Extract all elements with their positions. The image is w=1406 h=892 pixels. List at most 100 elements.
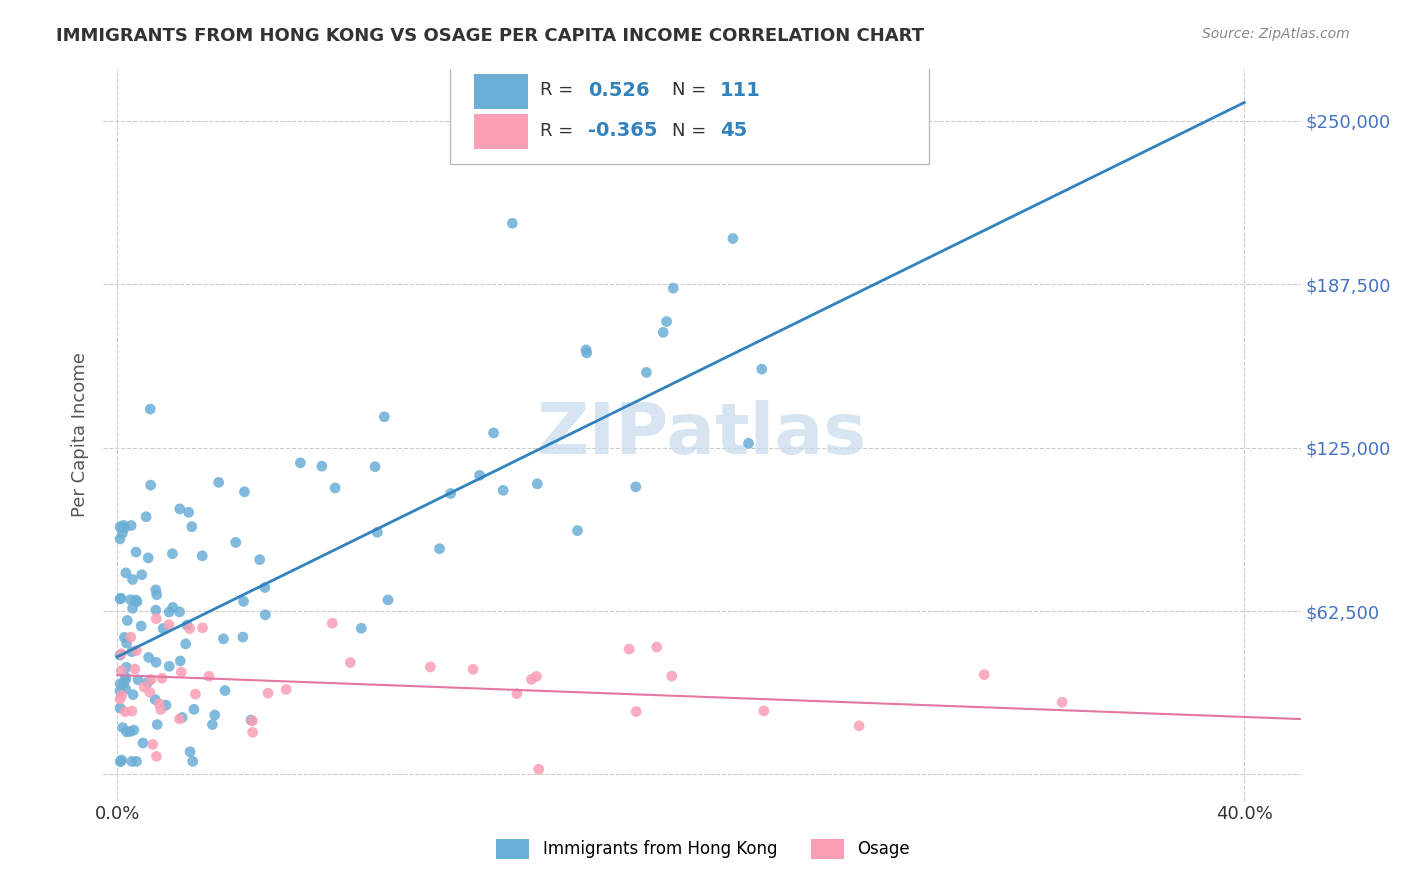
Point [114, 673, 136, 687]
Point [257, 686, 280, 700]
Point [120, 518, 142, 533]
Point [232, 594, 254, 608]
Point [652, 326, 675, 340]
Point [208, 475, 231, 490]
Point [526, 669, 548, 683]
Point [136, 550, 159, 565]
Point [142, 738, 165, 752]
Point [138, 650, 160, 665]
Point [129, 619, 152, 633]
Legend: , : , [526, 92, 591, 152]
Point [125, 755, 148, 769]
Point [112, 631, 135, 645]
Point [125, 593, 148, 607]
Point [339, 656, 361, 670]
Point [661, 669, 683, 683]
Point [501, 216, 523, 230]
Point [973, 667, 995, 681]
Point [1050, 695, 1073, 709]
Point [191, 549, 214, 563]
Point [110, 755, 132, 769]
Point [127, 673, 149, 687]
Point [183, 702, 205, 716]
Point [121, 645, 143, 659]
Point [177, 505, 200, 519]
Point [155, 698, 177, 713]
Point [150, 671, 173, 685]
Point [108, 592, 131, 607]
Point [492, 483, 515, 498]
Point [482, 425, 505, 440]
Point [617, 642, 640, 657]
Text: N =: N = [672, 81, 711, 100]
Y-axis label: Per Capita Income: Per Capita Income [72, 352, 89, 517]
Bar [474, 74, 529, 109]
Point [139, 402, 162, 417]
Point [575, 346, 598, 360]
Point [429, 541, 451, 556]
Point [139, 478, 162, 492]
Point [108, 692, 131, 706]
Point [526, 476, 548, 491]
Point [440, 486, 463, 500]
Point [212, 632, 235, 646]
Point [751, 362, 773, 376]
Point [108, 701, 131, 715]
Point [214, 683, 236, 698]
Point [169, 654, 191, 668]
Point [121, 755, 143, 769]
Point [110, 664, 132, 678]
Text: 111: 111 [720, 81, 761, 100]
Point [108, 532, 131, 546]
Point [567, 524, 589, 538]
Point [146, 717, 169, 731]
Point [120, 592, 142, 607]
Point [121, 704, 143, 718]
Point [290, 456, 312, 470]
Point [172, 710, 194, 724]
Point [520, 673, 543, 687]
Point [169, 605, 191, 619]
Point [377, 593, 399, 607]
Point [752, 704, 775, 718]
Point [527, 762, 550, 776]
Point [321, 616, 343, 631]
Point [253, 581, 276, 595]
Point [125, 643, 148, 657]
Point [118, 724, 141, 739]
Point [145, 655, 167, 669]
Point [225, 535, 247, 549]
Point [721, 231, 744, 245]
Point [364, 459, 387, 474]
Text: R =: R = [540, 81, 579, 100]
Point [184, 687, 207, 701]
Text: N =: N = [672, 121, 711, 140]
Point [174, 637, 197, 651]
Text: R =: R = [540, 121, 579, 140]
Point [108, 520, 131, 534]
Point [145, 612, 167, 626]
Point [350, 621, 373, 635]
Point [157, 659, 180, 673]
Point [145, 749, 167, 764]
Point [110, 753, 132, 767]
Point [233, 484, 256, 499]
Point [198, 669, 221, 683]
Legend: Immigrants from Hong Kong, Osage: Immigrants from Hong Kong, Osage [489, 832, 917, 866]
Point [276, 682, 298, 697]
Point [124, 662, 146, 676]
Point [108, 648, 131, 662]
Point [110, 591, 132, 606]
Point [240, 714, 263, 728]
Point [232, 630, 254, 644]
Point [114, 682, 136, 697]
Point [110, 647, 132, 661]
Bar [474, 114, 529, 149]
Point [143, 692, 166, 706]
Point [145, 582, 167, 597]
Point [624, 480, 647, 494]
Point [108, 684, 131, 698]
Point [111, 526, 134, 541]
Point [180, 519, 202, 533]
Point [121, 573, 143, 587]
